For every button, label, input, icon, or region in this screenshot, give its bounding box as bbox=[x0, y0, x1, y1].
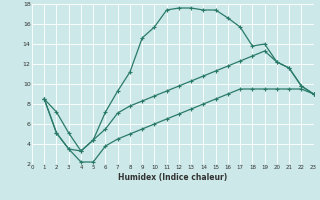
X-axis label: Humidex (Indice chaleur): Humidex (Indice chaleur) bbox=[118, 173, 228, 182]
